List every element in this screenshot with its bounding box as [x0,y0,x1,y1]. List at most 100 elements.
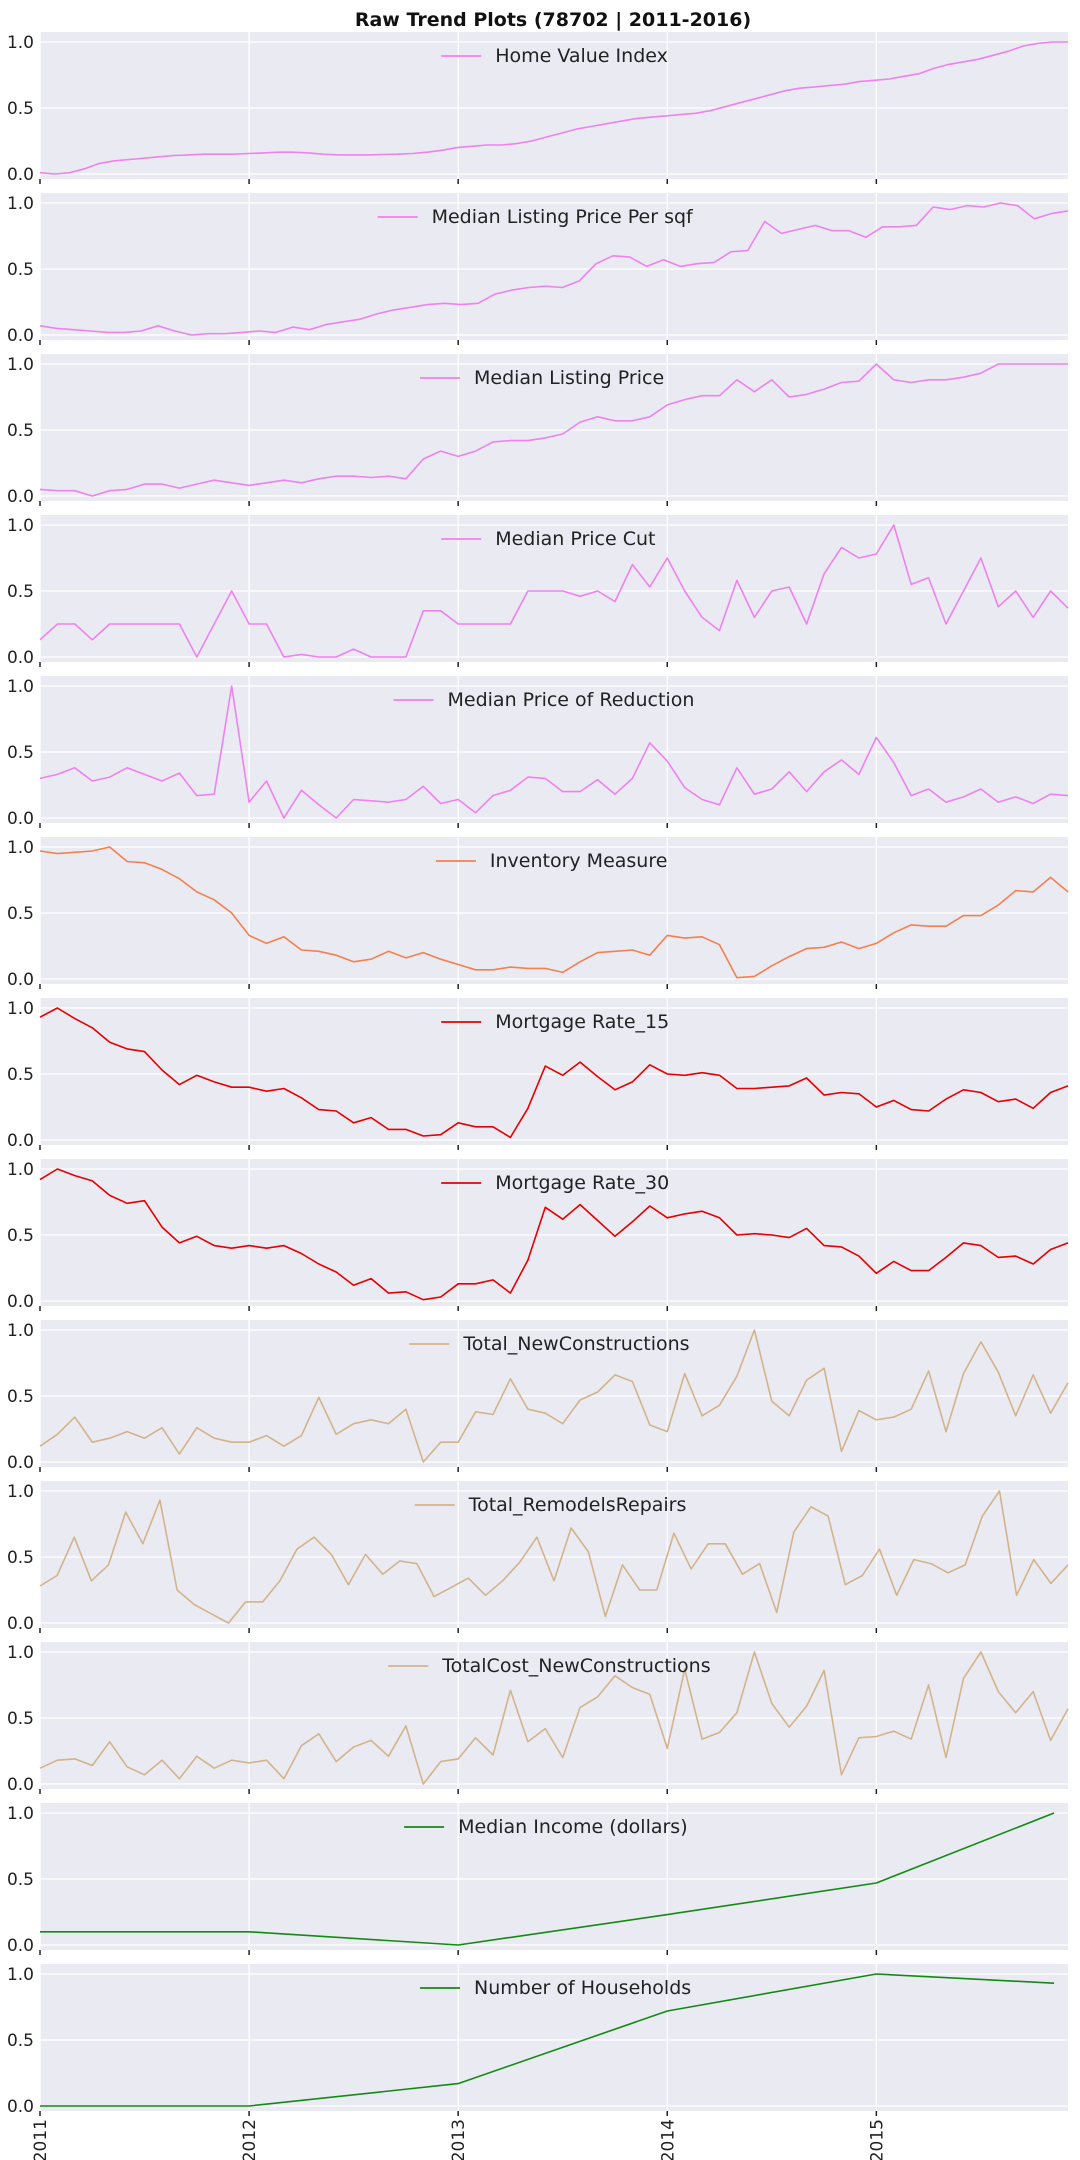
series-line [39,41,1068,175]
legend-label: Mortgage Rate_30 [495,1172,669,1194]
panel-1: 0.0 0.5 1.0 Home Value Index [7,32,1068,185]
legend-label: Home Value Index [495,45,668,67]
y-tick-label: 0.0 [7,2097,34,2117]
y-tick-label: 0.5 [7,1709,34,1729]
legend: Mortgage Rate_15 [441,1011,669,1033]
panel-background [40,676,1068,823]
y-tick-label: 1.0 [7,1965,34,1985]
x-axis: 2011 2012 2013 2014 2015 [31,2119,887,2160]
y-tick-label: 0.0 [7,1131,34,1151]
y-tick-label: 1.0 [7,838,34,858]
panel-background [40,515,1068,662]
y-tick-label: 0.0 [7,1292,34,1312]
panel-6: 0.0 0.5 1.0 Inventory Measure [7,837,1069,990]
y-tick-label: 0.0 [7,1775,34,1795]
y-tick-label: 0.5 [7,1387,34,1407]
panel-12: 0.0 0.5 1.0 Median Income (dollars) [7,1803,1068,1956]
y-tick-label: 0.0 [7,970,34,990]
panel-13: 0.0 0.5 1.0 Number of Households [7,1964,1068,2117]
y-tick-label: 0.5 [7,260,34,280]
y-tick-label: 0.0 [7,1936,34,1956]
legend: TotalCost_NewConstructions [388,1655,711,1677]
y-tick-label: 0.0 [7,648,34,668]
legend: Total_NewConstructions [409,1333,690,1355]
legend: Number of Households [420,1977,691,1999]
y-tick-label: 0.5 [7,2031,34,2051]
series-line [39,1490,1069,1624]
y-tick-label: 0.5 [7,99,34,119]
legend-label: Mortgage Rate_15 [495,1011,669,1033]
panel-9: 0.0 0.5 1.0 Total_NewConstructions [7,1320,1069,1473]
panel-background [40,1803,1068,1950]
legend: Median Income (dollars) [404,1816,688,1838]
y-tick-label: 1.0 [7,33,34,53]
series-line [39,1651,1069,1785]
y-tick-label: 0.5 [7,1548,34,1568]
y-tick-label: 1.0 [7,1160,34,1180]
y-tick-label: 0.0 [7,809,34,829]
x-tick-label: 2013 [449,2119,469,2160]
y-tick-label: 0.5 [7,904,34,924]
panel-10: 0.0 0.5 1.0 Total_RemodelsRepairs [7,1481,1069,1634]
y-tick-label: 0.5 [7,1226,34,1246]
legend-label: Median Price of Reduction [448,689,695,711]
series-line [39,1168,1069,1301]
chart-title: Raw Trend Plots (78702 | 2011-2016) [355,9,751,31]
panel-4: 0.0 0.5 1.0 Median Price Cut [7,515,1069,668]
legend: Home Value Index [441,45,668,67]
series-line [40,1973,1055,2107]
x-tick-label: 2012 [240,2119,260,2160]
panel-background [40,193,1068,340]
y-tick-label: 1.0 [7,355,34,375]
legend: Inventory Measure [435,850,668,872]
y-tick-label: 0.5 [7,582,34,602]
panel-background [40,837,1068,984]
panel-7: 0.0 0.5 1.0 Mortgage Rate_15 [7,998,1069,1151]
y-tick-label: 0.0 [7,165,34,185]
panel-5: 0.0 0.5 1.0 Median Price of Reduction [7,676,1069,829]
panel-2: 0.0 0.5 1.0 Median Listing Price Per sqf [7,193,1069,346]
panels-container: 0.0 0.5 1.0 Home Value Index 0.0 0.5 1.0 Median… [7,32,1069,2117]
y-tick-label: 1.0 [7,516,34,536]
legend-label: TotalCost_NewConstructions [441,1655,710,1677]
y-tick-label: 0.5 [7,1065,34,1085]
y-tick-label: 1.0 [7,1482,34,1502]
y-tick-label: 0.0 [7,1453,34,1473]
panel-3: 0.0 0.5 1.0 Median Listing Price [7,354,1068,507]
legend: Median Price Cut [441,528,655,550]
series-line [40,1812,1055,1946]
panel-background [40,1159,1068,1306]
series-line [39,1007,1069,1139]
legend-label: Median Listing Price Per sqf [432,206,694,228]
series-line [39,524,1069,658]
legend-label: Inventory Measure [490,850,668,872]
series-line [39,363,1068,497]
legend: Mortgage Rate_30 [441,1172,669,1194]
panel-background [40,1320,1068,1467]
panel-background [40,1642,1068,1789]
series-line [39,685,1069,819]
x-tick-label: 2011 [31,2119,51,2160]
y-tick-label: 1.0 [7,677,34,697]
y-tick-label: 0.0 [7,1614,34,1634]
panel-8: 0.0 0.5 1.0 Mortgage Rate_30 [7,1159,1069,1312]
legend-label: Median Income (dollars) [458,1816,688,1838]
y-tick-label: 1.0 [7,999,34,1019]
panel-background [40,354,1068,501]
legend-label: Median Listing Price [474,367,664,389]
y-tick-label: 0.5 [7,1870,34,1890]
legend: Total_RemodelsRepairs [414,1494,687,1516]
panel-background [40,1481,1068,1628]
y-tick-label: 0.0 [7,326,34,346]
panel-background [40,1964,1068,2111]
y-tick-label: 0.0 [7,487,34,507]
legend-label: Total_RemodelsRepairs [468,1494,687,1516]
legend: Median Listing Price [420,367,664,389]
x-tick-label: 2014 [658,2119,678,2160]
legend-label: Number of Households [474,1977,691,1999]
series-line [39,1329,1069,1463]
y-tick-label: 1.0 [7,1643,34,1663]
y-tick-label: 0.5 [7,421,34,441]
legend-label: Median Price Cut [495,528,655,550]
